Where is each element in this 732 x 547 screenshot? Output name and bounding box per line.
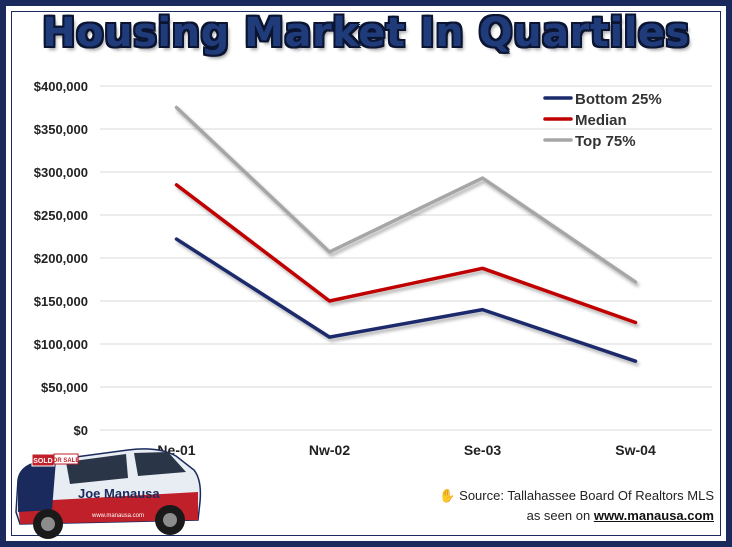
y-tick-label: $400,000	[34, 79, 88, 94]
car-sign-sale: OR SALE	[53, 458, 80, 464]
y-axis-ticks: $0 $50,000 $100,000 $150,000 $200,000 $250,00…	[34, 79, 88, 438]
x-axis-ticks: Ne-01 Nw-02 Se-03 Sw-04	[157, 442, 656, 458]
y-tick-label: $200,000	[34, 251, 88, 266]
y-tick-label: $150,000	[34, 294, 88, 309]
legend: Bottom 25% Median Top 75%	[543, 91, 662, 150]
y-tick-label: $300,000	[34, 165, 88, 180]
source-line-1: ✋ Source: Tallahassee Board Of Realtors …	[439, 486, 714, 506]
chart-title: Housing Market In Quartiles	[42, 10, 690, 56]
series-line	[174, 183, 638, 325]
source-prefix: as seen on	[526, 508, 591, 523]
chart-frame-inner	[11, 11, 721, 536]
series-lines	[174, 105, 638, 363]
source-text: Source: Tallahassee Board Of Realtors ML…	[459, 488, 714, 503]
source-note: ✋ Source: Tallahassee Board Of Realtors …	[439, 486, 714, 526]
x-tick-label: Nw-02	[309, 442, 350, 458]
series-line	[174, 105, 638, 284]
car-url: www.manausa.com	[91, 513, 144, 519]
source-link[interactable]: www.manausa.com	[593, 508, 714, 523]
car-image: SOLD OR SALE Joe Manausa Real Estate www…	[15, 448, 202, 539]
legend-label: Bottom 25%	[575, 91, 662, 108]
legend-label: Top 75%	[575, 133, 636, 150]
y-tick-label: $350,000	[34, 122, 88, 137]
car-brand: Joe Manausa	[78, 486, 160, 501]
series-line	[174, 237, 638, 363]
car-brand-sub: Real Estate	[102, 501, 146, 510]
car-sign-sold: SOLD	[33, 458, 52, 465]
y-tick-label: $50,000	[41, 380, 88, 395]
source-line-2: as seen on www.manausa.com	[439, 506, 714, 526]
x-tick-label: Se-03	[464, 442, 502, 458]
y-tick-label: $0	[74, 423, 88, 438]
x-tick-label: Sw-04	[615, 442, 656, 458]
grid-lines	[100, 85, 712, 431]
hand-icon: ✋	[439, 488, 456, 503]
y-tick-label: $250,000	[34, 208, 88, 223]
y-tick-label: $100,000	[34, 337, 88, 352]
legend-label: Median	[575, 112, 627, 129]
